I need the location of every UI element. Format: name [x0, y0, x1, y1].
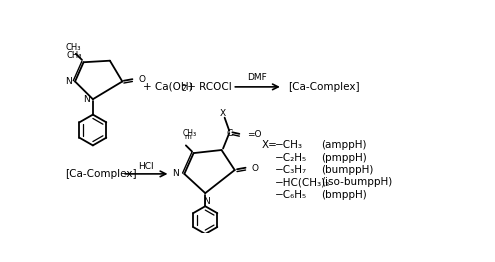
Text: C: C	[227, 129, 233, 138]
Text: DMF: DMF	[248, 73, 267, 82]
Text: CH₃: CH₃	[183, 129, 197, 138]
Text: O: O	[252, 164, 259, 173]
Text: [Ca-Complex]: [Ca-Complex]	[288, 82, 360, 92]
Text: + RCOCl: + RCOCl	[184, 82, 232, 92]
Text: −C₃H₇: −C₃H₇	[275, 165, 307, 175]
Text: [Ca-Complex]: [Ca-Complex]	[65, 169, 137, 179]
Text: N: N	[172, 170, 179, 178]
Text: 2: 2	[181, 84, 186, 93]
Text: (amppH): (amppH)	[321, 140, 367, 150]
Text: (bumppH): (bumppH)	[321, 165, 374, 175]
Text: N: N	[65, 77, 72, 86]
Text: HCl: HCl	[139, 162, 154, 171]
Text: (iso-bumppH): (iso-bumppH)	[321, 177, 393, 187]
Text: + Ca(OH): + Ca(OH)	[143, 82, 193, 92]
Text: m: m	[184, 134, 191, 140]
Text: X=: X=	[262, 140, 278, 150]
Text: CH₃: CH₃	[66, 43, 81, 52]
Text: X: X	[220, 108, 226, 118]
Text: (bmppH): (bmppH)	[321, 190, 367, 200]
Text: −CH₃: −CH₃	[275, 140, 303, 150]
Text: −HC(CH₃)₂: −HC(CH₃)₂	[275, 177, 330, 187]
Text: N: N	[83, 95, 90, 105]
Text: O: O	[139, 75, 146, 84]
Text: CH₃: CH₃	[66, 51, 82, 60]
Text: −C₂H₅: −C₂H₅	[275, 153, 307, 163]
Text: =O: =O	[247, 130, 261, 139]
Text: (pmppH): (pmppH)	[321, 153, 367, 163]
Text: N: N	[203, 197, 210, 206]
Text: −C₆H₅: −C₆H₅	[275, 190, 307, 200]
